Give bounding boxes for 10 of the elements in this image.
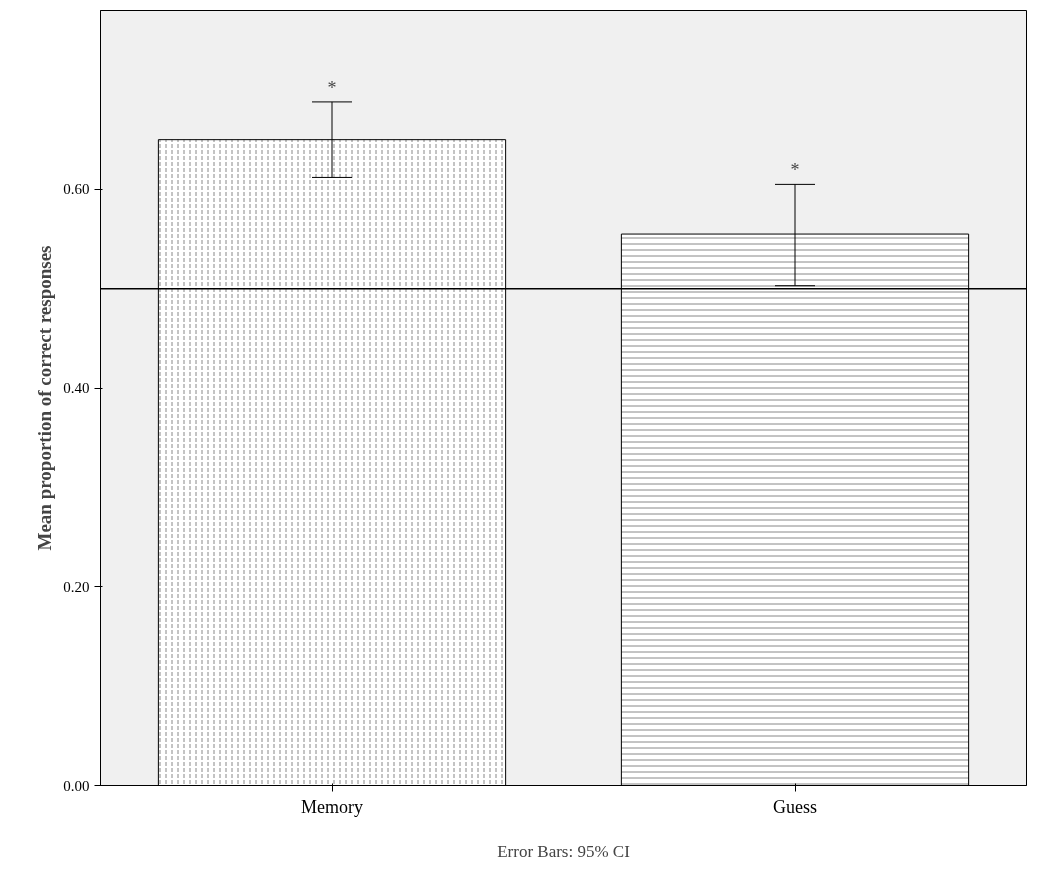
y-axis-title: Mean proportion of correct responses <box>34 245 56 551</box>
y-tick-label: 0.40 <box>63 380 90 397</box>
x-tick-label: Guess <box>773 796 817 817</box>
text: Error Bars: 95% CI <box>497 841 631 861</box>
annotation: * <box>790 160 800 181</box>
y-tick-label: 0.00 <box>63 777 90 794</box>
x-tick-label: Memory <box>301 796 364 817</box>
y-tick-label: 0.60 <box>63 181 90 198</box>
annotation: * <box>327 77 337 98</box>
y-tick-label: 0.20 <box>63 578 90 595</box>
